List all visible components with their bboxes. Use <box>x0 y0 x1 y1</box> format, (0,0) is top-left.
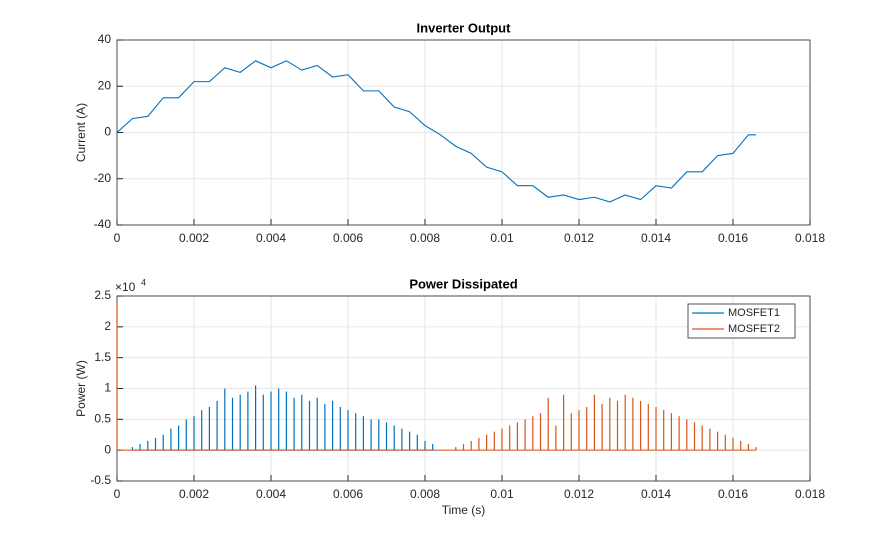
y-axis-label: Power (W) <box>74 360 88 417</box>
x-tick-label: 0.006 <box>333 487 363 501</box>
legend: MOSFET1 MOSFET2 <box>687 303 796 339</box>
x-tick-label: 0 <box>114 487 121 501</box>
x-tick-label: 0.014 <box>641 231 671 245</box>
x-tick-label: 0.01 <box>490 487 514 501</box>
y-multiplier: ×10 <box>115 280 136 294</box>
x-tick-label: 0.008 <box>410 231 440 245</box>
x-tick-label: 0.002 <box>179 487 209 501</box>
legend-box <box>687 303 796 339</box>
x-tick-label: 0.01 <box>490 231 514 245</box>
y-tick-label: -20 <box>94 171 112 185</box>
legend-label: MOSFET1 <box>728 307 780 319</box>
x-tick-label: 0.002 <box>179 231 209 245</box>
y-tick-label: -40 <box>94 217 112 231</box>
y-multiplier-power: 4 <box>141 277 146 287</box>
y-axis-label: Current (A) <box>74 103 88 162</box>
x-tick-label: 0.006 <box>333 231 363 245</box>
x-tick-label: 0.004 <box>256 231 286 245</box>
current-line <box>116 60 757 203</box>
legend-label: MOSFET2 <box>728 323 780 335</box>
y-tick-label: 2 <box>104 319 111 333</box>
y-tick-label: 0 <box>104 442 111 456</box>
x-tick-label: 0.012 <box>564 487 594 501</box>
x-tick-label: 0.008 <box>410 487 440 501</box>
x-tick-label: 0 <box>114 231 121 245</box>
x-tick-label: 0.018 <box>795 231 825 245</box>
y-tick-label: 0.5 <box>94 412 111 426</box>
x-axis-label: Time (s) <box>442 503 486 517</box>
y-tick-label: -0.5 <box>90 473 111 487</box>
x-tick-label: 0.012 <box>564 231 594 245</box>
y-tick-label: 0 <box>104 125 111 139</box>
y-tick-label: 1.5 <box>94 350 111 364</box>
y-tick-label: 40 <box>98 32 112 46</box>
x-tick-label: 0.018 <box>795 487 825 501</box>
y-tick-label: 20 <box>98 78 112 92</box>
x-tick-label: 0.014 <box>641 487 671 501</box>
x-tick-label: 0.016 <box>718 231 748 245</box>
chart-title: Inverter Output <box>417 20 512 35</box>
x-tick-label: 0.016 <box>718 487 748 501</box>
x-tick-label: 0.004 <box>256 487 286 501</box>
y-tick-label: 1 <box>104 381 111 395</box>
chart-title: Power Dissipated <box>409 276 517 291</box>
y-tick-label: 2.5 <box>94 288 111 302</box>
